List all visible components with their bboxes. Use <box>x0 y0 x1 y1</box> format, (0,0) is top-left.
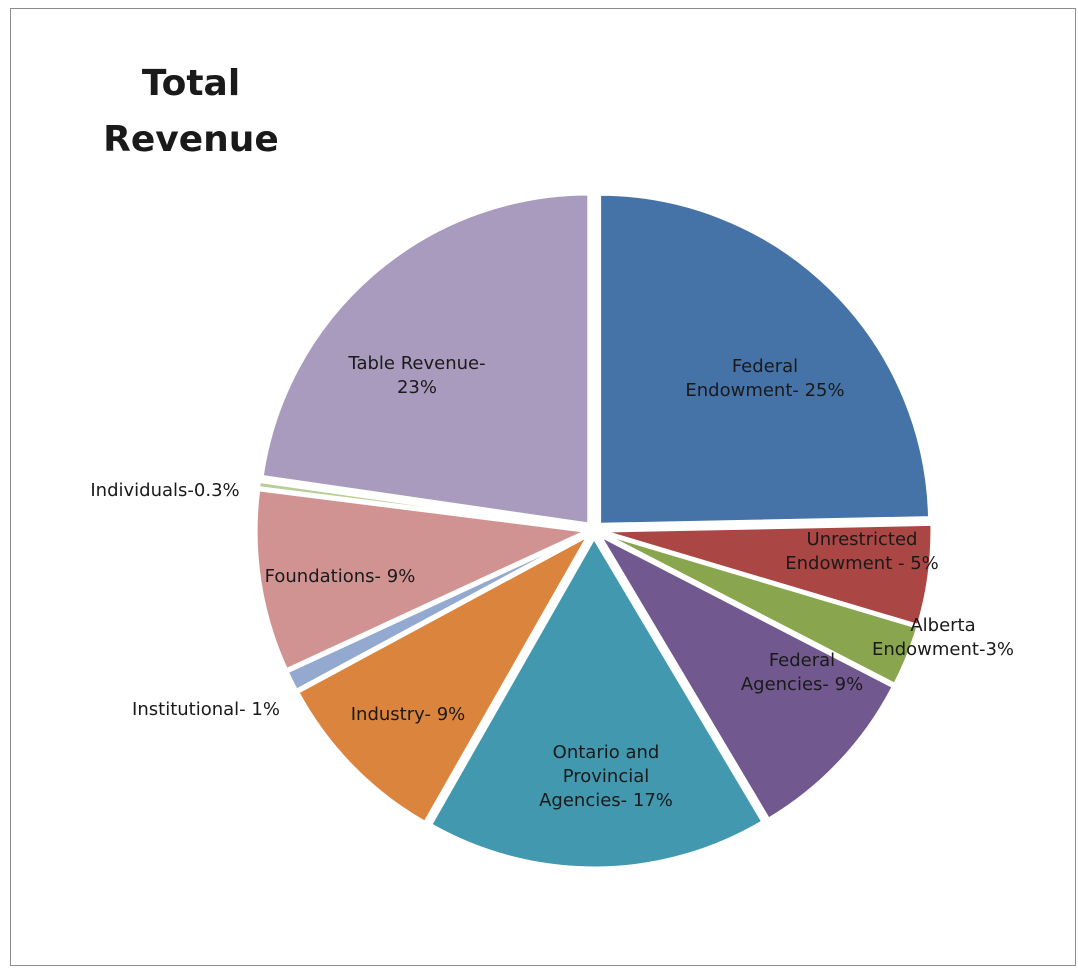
slice-label-0-line-0: Federal <box>732 356 798 377</box>
slice-label-4: Ontario and Provincial Agencies- 17% <box>539 742 673 811</box>
slice-label-2-line-1: Endowment-3% <box>872 639 1014 660</box>
slice-label-6-line-0: Institutional- 1% <box>132 699 280 720</box>
pie-slice-3 <box>595 531 896 822</box>
slice-label-7: Foundations- 9% <box>265 566 416 587</box>
pie-slice-6 <box>285 532 588 693</box>
pie-slices <box>254 192 934 870</box>
slice-label-3-line-1: Agencies- 9% <box>741 674 863 695</box>
slice-label-8: Individuals-0.3% <box>90 480 239 501</box>
slice-label-1: Unrestricted Endowment - 5% <box>785 529 939 574</box>
slice-label-4-line-2: Agencies- 17% <box>539 790 673 811</box>
pie-slice-2 <box>600 531 920 687</box>
pie-slice-7 <box>254 488 592 672</box>
pie-labels: Federal Endowment- 25% Unrestricted Endowme… <box>90 353 1014 811</box>
pie-slice-4 <box>428 535 765 870</box>
pie-slice-8 <box>256 479 587 531</box>
pie-slice-0 <box>598 192 932 526</box>
slice-label-9: Table Revenue- 23% <box>347 353 485 398</box>
pie-slice-1 <box>601 522 934 628</box>
slice-label-1-line-1: Endowment - 5% <box>785 553 939 574</box>
slice-label-4-line-0: Ontario and <box>553 742 660 763</box>
slice-label-4-line-1: Provincial <box>563 766 650 787</box>
chart-title-line-2: Revenue <box>103 119 279 160</box>
slice-label-9-line-0: Table Revenue- <box>347 353 485 374</box>
slice-label-9-line-1: 23% <box>397 377 437 398</box>
slice-label-0: Federal Endowment- 25% <box>685 356 844 401</box>
slice-label-2: Alberta Endowment-3% <box>872 615 1014 660</box>
slice-label-0-line-1: Endowment- 25% <box>685 380 844 401</box>
slice-label-5-line-0: Industry- 9% <box>351 704 466 725</box>
slice-label-5: Industry- 9% <box>351 704 466 725</box>
slice-label-1-line-0: Unrestricted <box>807 529 918 550</box>
slice-label-2-line-0: Alberta <box>910 615 975 636</box>
slice-label-3-line-0: Federal <box>769 650 835 671</box>
pie-slice-9 <box>260 192 591 526</box>
slice-label-8-line-0: Individuals-0.3% <box>90 480 239 501</box>
chart-title-line-1: Total <box>141 63 241 104</box>
slice-label-7-line-0: Foundations- 9% <box>265 566 416 587</box>
slice-label-6: Institutional- 1% <box>132 699 280 720</box>
pie-slice-5 <box>295 531 593 825</box>
slice-label-3: Federal Agencies- 9% <box>741 650 863 695</box>
chart-title: Total Revenue <box>96 56 286 168</box>
